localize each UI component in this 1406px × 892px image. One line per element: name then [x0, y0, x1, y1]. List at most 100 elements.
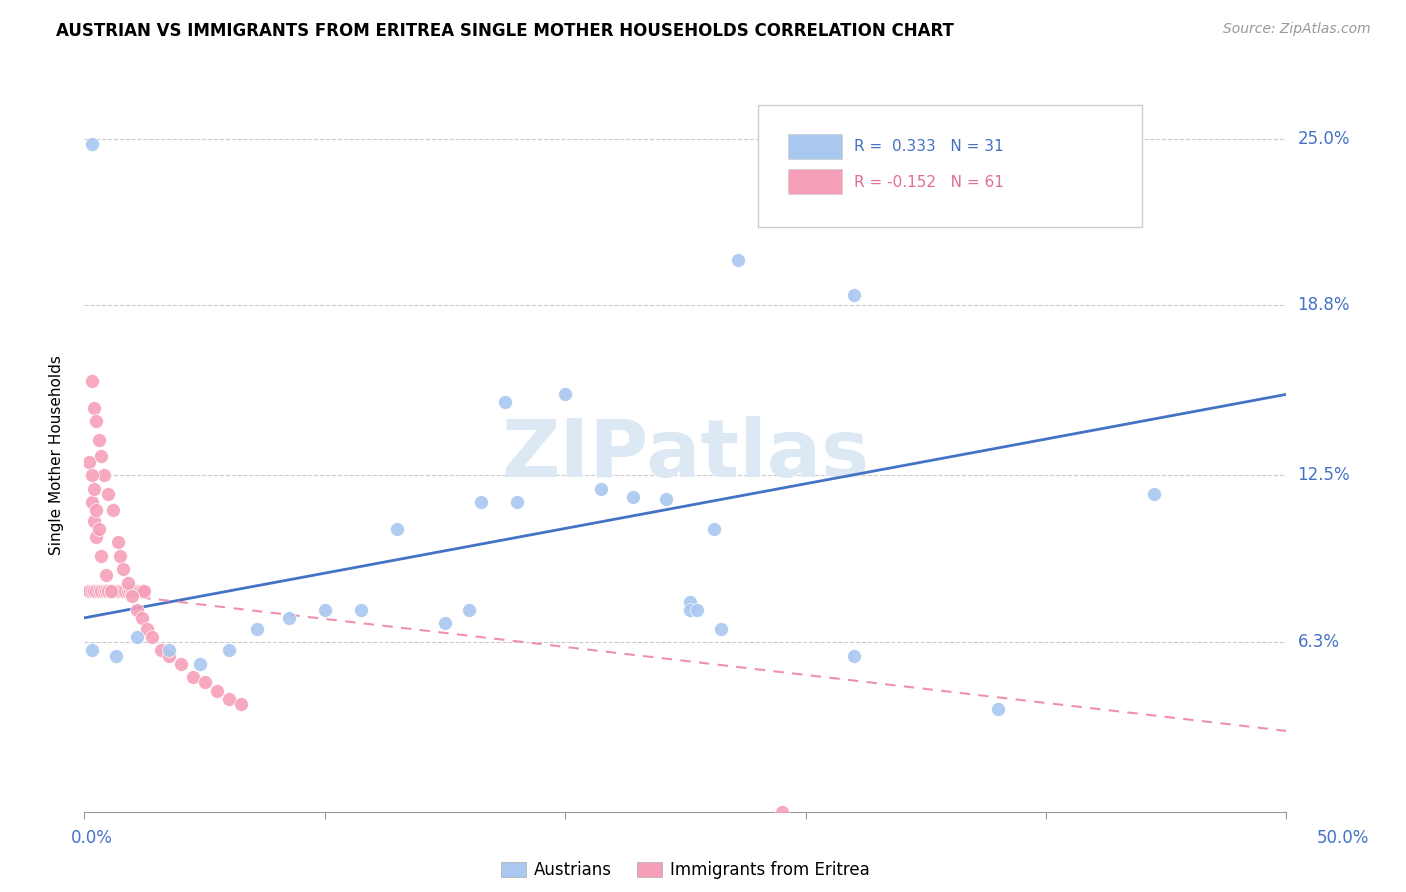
- Point: [770, 805, 793, 819]
- Point: [93, 468, 115, 483]
- Text: R =  0.333   N = 31: R = 0.333 N = 31: [853, 139, 1004, 154]
- Point: [124, 583, 146, 598]
- Point: [104, 583, 127, 598]
- Point: [218, 643, 240, 657]
- Point: [80, 495, 103, 509]
- Text: 0.0%: 0.0%: [70, 829, 112, 847]
- Point: [86, 530, 108, 544]
- Point: [458, 603, 481, 617]
- Point: [77, 455, 100, 469]
- Point: [93, 583, 115, 598]
- Point: [157, 648, 180, 663]
- Point: [135, 622, 157, 636]
- Point: [86, 583, 108, 598]
- Point: [128, 583, 150, 598]
- Point: [87, 433, 110, 447]
- Point: [100, 583, 122, 598]
- Point: [77, 583, 100, 598]
- FancyBboxPatch shape: [787, 134, 842, 159]
- Point: [118, 583, 141, 598]
- Point: [90, 450, 112, 464]
- Point: [80, 643, 103, 657]
- Y-axis label: Single Mother Households: Single Mother Households: [49, 355, 63, 555]
- Point: [1143, 487, 1166, 501]
- Text: AUSTRIAN VS IMMIGRANTS FROM ERITREA SINGLE MOTHER HOUSEHOLDS CORRELATION CHART: AUSTRIAN VS IMMIGRANTS FROM ERITREA SING…: [56, 22, 955, 40]
- Text: 18.8%: 18.8%: [1298, 296, 1350, 315]
- Point: [169, 657, 191, 671]
- Point: [83, 401, 105, 415]
- Point: [86, 414, 108, 428]
- Point: [121, 583, 143, 598]
- Point: [87, 583, 110, 598]
- Text: 50.0%: 50.0%: [1316, 829, 1369, 847]
- Point: [83, 514, 105, 528]
- Point: [121, 589, 143, 603]
- Point: [110, 549, 132, 563]
- Point: [150, 643, 173, 657]
- Point: [103, 503, 125, 517]
- Point: [842, 287, 865, 301]
- Point: [229, 697, 252, 711]
- Point: [131, 611, 153, 625]
- Legend: Austrians, Immigrants from Eritrea: Austrians, Immigrants from Eritrea: [494, 855, 877, 886]
- Point: [114, 583, 136, 598]
- Text: 12.5%: 12.5%: [1298, 467, 1350, 484]
- Point: [127, 630, 149, 644]
- Point: [94, 583, 117, 598]
- Point: [727, 252, 749, 267]
- Point: [350, 603, 373, 617]
- Point: [655, 492, 678, 507]
- Point: [83, 482, 105, 496]
- Point: [470, 495, 492, 509]
- Point: [591, 482, 613, 496]
- Point: [679, 603, 702, 617]
- Text: R = -0.152   N = 61: R = -0.152 N = 61: [853, 175, 1004, 190]
- FancyBboxPatch shape: [787, 169, 842, 194]
- Point: [110, 583, 132, 598]
- Point: [103, 583, 125, 598]
- Point: [246, 622, 269, 636]
- Point: [90, 549, 112, 563]
- Point: [987, 702, 1010, 716]
- Point: [80, 583, 103, 598]
- Point: [80, 136, 103, 151]
- Point: [117, 575, 139, 590]
- Point: [194, 675, 217, 690]
- Text: ZIPatlas: ZIPatlas: [502, 416, 869, 494]
- Point: [188, 657, 211, 671]
- Point: [87, 522, 110, 536]
- Text: 25.0%: 25.0%: [1298, 129, 1350, 147]
- Point: [205, 683, 228, 698]
- Point: [506, 495, 529, 509]
- Point: [494, 395, 516, 409]
- Point: [385, 522, 408, 536]
- Point: [842, 648, 865, 663]
- Point: [131, 583, 153, 598]
- Point: [157, 643, 180, 657]
- Point: [621, 490, 644, 504]
- Point: [94, 567, 117, 582]
- Point: [117, 583, 139, 598]
- Point: [710, 622, 733, 636]
- Point: [100, 583, 122, 598]
- Point: [181, 670, 204, 684]
- Point: [554, 387, 576, 401]
- Point: [86, 503, 108, 517]
- Text: 6.3%: 6.3%: [1298, 633, 1340, 651]
- Point: [107, 535, 129, 549]
- Point: [434, 616, 457, 631]
- Point: [134, 583, 156, 598]
- Point: [127, 583, 149, 598]
- Point: [686, 603, 709, 617]
- Point: [107, 583, 129, 598]
- Point: [679, 595, 702, 609]
- Point: [97, 583, 120, 598]
- Point: [277, 611, 299, 625]
- Point: [83, 583, 105, 598]
- FancyBboxPatch shape: [758, 105, 1142, 227]
- Point: [90, 583, 112, 598]
- Point: [80, 468, 103, 483]
- Point: [127, 603, 149, 617]
- Point: [141, 630, 163, 644]
- Point: [80, 374, 103, 388]
